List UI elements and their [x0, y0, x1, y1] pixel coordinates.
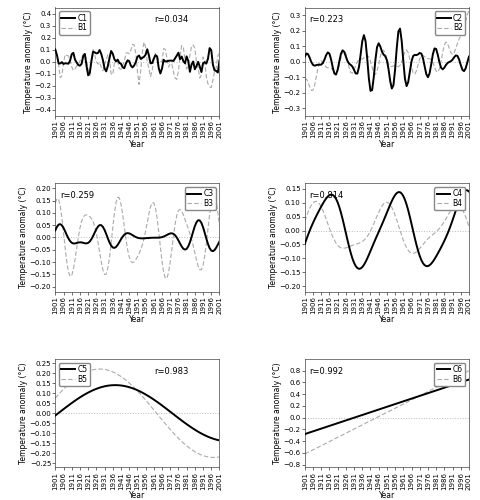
Text: r=0.983: r=0.983 — [154, 366, 188, 376]
Legend: C6, B6: C6, B6 — [433, 363, 464, 386]
Text: r=0.992: r=0.992 — [309, 366, 343, 376]
Text: r=0.814: r=0.814 — [309, 191, 343, 200]
Text: r=0.259: r=0.259 — [60, 191, 94, 200]
X-axis label: Year: Year — [378, 140, 394, 148]
Text: r=0.034: r=0.034 — [154, 15, 188, 24]
Y-axis label: Temperature anomaly (°C): Temperature anomaly (°C) — [268, 186, 277, 288]
Y-axis label: Temperature anomaly (°C): Temperature anomaly (°C) — [19, 362, 28, 464]
Legend: C4, B4: C4, B4 — [433, 187, 464, 210]
Legend: C5, B5: C5, B5 — [59, 363, 90, 386]
X-axis label: Year: Year — [129, 491, 145, 500]
Y-axis label: Temperature anomaly (°C): Temperature anomaly (°C) — [273, 362, 282, 464]
X-axis label: Year: Year — [378, 491, 394, 500]
X-axis label: Year: Year — [129, 316, 145, 324]
Y-axis label: Temperature anomaly (°C): Temperature anomaly (°C) — [24, 11, 33, 112]
Legend: C1, B1: C1, B1 — [59, 12, 90, 34]
Legend: C2, B2: C2, B2 — [433, 12, 464, 34]
Y-axis label: Temperature anomaly (°C): Temperature anomaly (°C) — [19, 186, 28, 288]
Text: r=0.223: r=0.223 — [309, 15, 343, 24]
X-axis label: Year: Year — [378, 316, 394, 324]
Y-axis label: Temperature anomaly (°C): Temperature anomaly (°C) — [273, 11, 282, 112]
X-axis label: Year: Year — [129, 140, 145, 148]
Legend: C3, B3: C3, B3 — [184, 187, 215, 210]
